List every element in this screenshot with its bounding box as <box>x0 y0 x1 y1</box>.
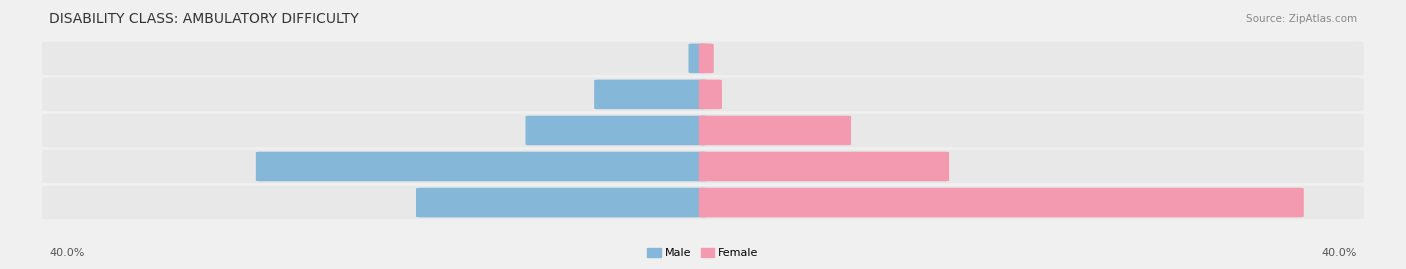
Text: 40.0%: 40.0% <box>1322 248 1357 258</box>
Text: 18 to 34 Years: 18 to 34 Years <box>664 89 742 100</box>
Text: 17.3%: 17.3% <box>427 197 463 208</box>
Text: 36.5%: 36.5% <box>1257 197 1292 208</box>
Text: Source: ZipAtlas.com: Source: ZipAtlas.com <box>1246 14 1357 24</box>
Text: 75 Years and over: 75 Years and over <box>652 197 754 208</box>
Text: 27.1%: 27.1% <box>267 161 302 172</box>
Text: 40.0%: 40.0% <box>49 248 84 258</box>
Text: 5 to 17 Years: 5 to 17 Years <box>666 53 740 63</box>
Text: DISABILITY CLASS: AMBULATORY DIFFICULTY: DISABILITY CLASS: AMBULATORY DIFFICULTY <box>49 12 359 26</box>
Text: 0.4%: 0.4% <box>717 53 745 63</box>
Text: 35 to 64 Years: 35 to 64 Years <box>664 125 742 136</box>
Text: 65 to 74 Years: 65 to 74 Years <box>664 161 742 172</box>
Text: 0.9%: 0.9% <box>724 89 754 100</box>
Text: 8.8%: 8.8% <box>811 125 839 136</box>
Text: 14.8%: 14.8% <box>903 161 938 172</box>
Text: 10.6%: 10.6% <box>537 125 572 136</box>
Legend: Male, Female: Male, Female <box>647 248 759 258</box>
Text: 6.4%: 6.4% <box>606 89 634 100</box>
Text: 0.63%: 0.63% <box>651 53 686 63</box>
